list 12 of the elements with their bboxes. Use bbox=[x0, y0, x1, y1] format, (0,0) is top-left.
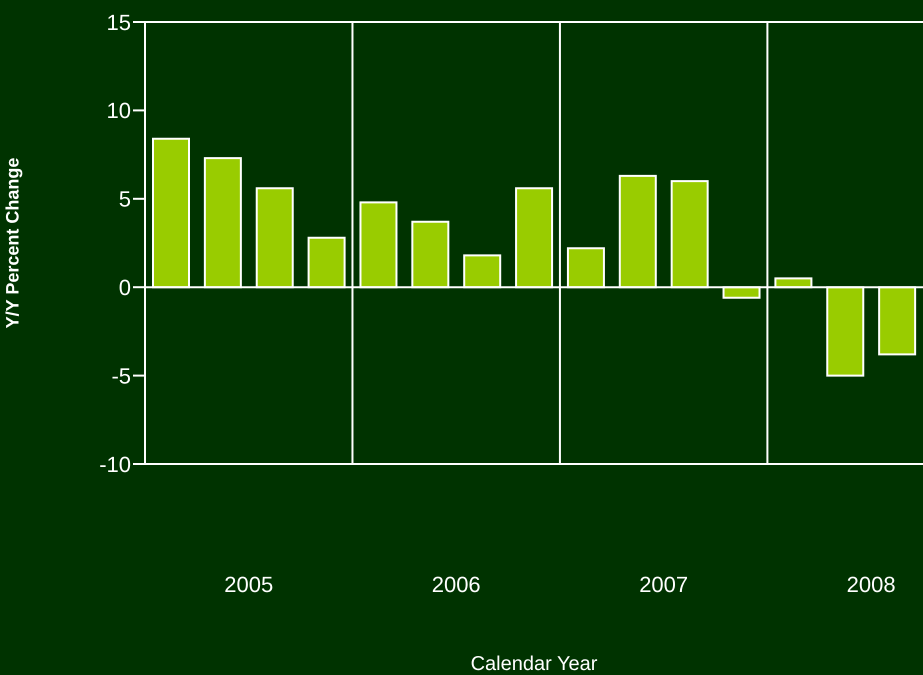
x-tick-label: 2006 bbox=[432, 572, 481, 597]
y-tick-label: 15 bbox=[106, 10, 131, 35]
x-axis-title: Calendar Year bbox=[470, 653, 598, 675]
x-tick-label: 2008 bbox=[846, 572, 896, 597]
y-tick-label: -10 bbox=[99, 452, 131, 477]
x-tick-label: 2005 bbox=[224, 572, 274, 597]
y-tick-label: 10 bbox=[106, 98, 131, 124]
y-tick-label: -5 bbox=[111, 363, 131, 388]
y-tick-label: 0 bbox=[118, 275, 131, 300]
x-tick-label: 2007 bbox=[639, 572, 688, 597]
y-axis-title: Y/Y Percent Change bbox=[2, 158, 22, 328]
y-tick-label: 5 bbox=[118, 186, 131, 212]
